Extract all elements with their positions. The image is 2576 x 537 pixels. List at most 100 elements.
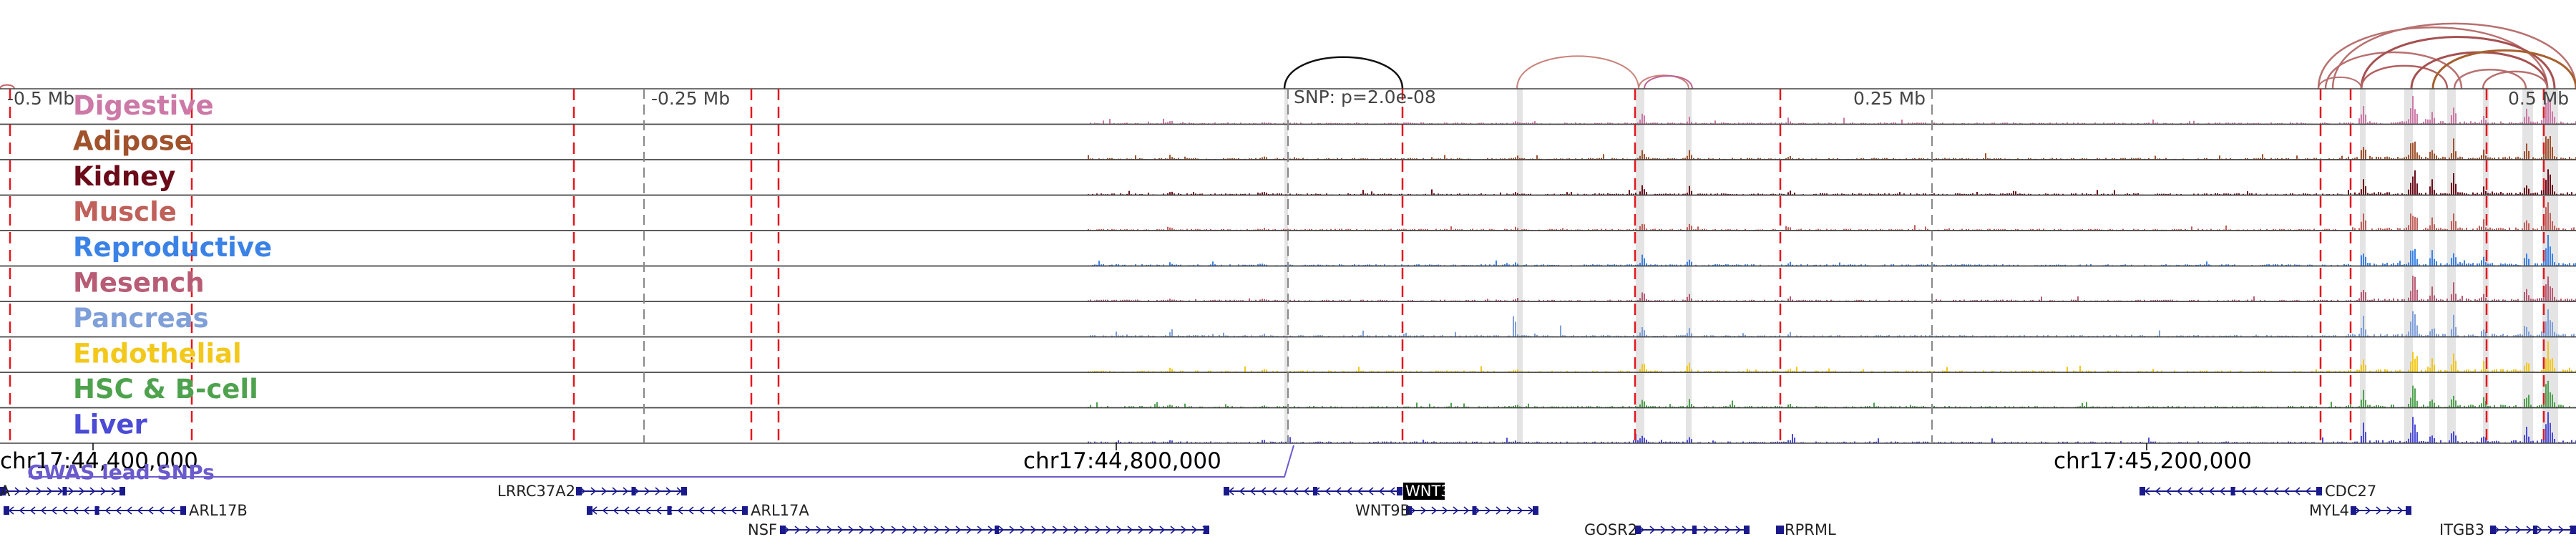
strand-arrow [62, 506, 68, 515]
strand-arrow [1346, 487, 1352, 495]
gwas-lead-snps-track: GWAS lead SNPs [27, 445, 1294, 484]
gene-exon [995, 526, 999, 534]
gene-exon [631, 487, 636, 495]
strand-arrow [590, 487, 597, 495]
strand-arrow [665, 487, 672, 495]
gene-exon [742, 506, 748, 515]
gene-exon [2351, 506, 2356, 515]
gene-nsf: NSF [748, 521, 1209, 537]
track-label-kidney: Kidney [73, 161, 175, 192]
strand-arrow [1303, 487, 1309, 495]
strand-arrow [2219, 487, 2225, 495]
gene-label: WNT9B [1355, 502, 1410, 519]
strand-arrow [1660, 526, 1667, 534]
gene-exon [2570, 526, 2576, 534]
strand-arrow [945, 526, 951, 534]
loop-arc [2360, 36, 2556, 90]
coordinate-label: chr17:44,400,000 [0, 448, 198, 474]
strand-arrow [1485, 506, 1491, 515]
loop-arc [2324, 51, 2463, 90]
strand-arrow [634, 506, 640, 515]
chromatin-loop-arcs [0, 22, 2576, 90]
gene-exon [119, 487, 125, 495]
strand-arrow [2240, 487, 2247, 495]
track-labels: Digestive Adipose Kidney Muscle Reproductive… [73, 90, 272, 440]
gene-label: MYL4 [2309, 502, 2349, 519]
loop-arc [1283, 56, 1404, 90]
strand-arrow [1138, 526, 1144, 534]
vertical-marker-lines [9, 89, 2545, 443]
strand-arrow [2515, 526, 2522, 534]
strand-arrow [655, 487, 661, 495]
gene-arl17b: ARL17B [4, 502, 248, 519]
loop-arc [2317, 26, 2549, 90]
strand-arrow [2365, 506, 2371, 515]
strand-arrow [2273, 487, 2279, 495]
track-label-muscle: Muscle [73, 197, 177, 228]
strand-arrow [1009, 526, 1015, 534]
strand-arrow [1682, 526, 1688, 534]
strand-arrow [89, 487, 96, 495]
gene-label: ITGB3 [2439, 521, 2484, 537]
track-label-reproductive: Reproductive [73, 232, 272, 263]
gene-arl17a: ARL17A [587, 502, 809, 519]
gene-label-highlight [1403, 483, 1445, 500]
gene-exon [1692, 526, 1697, 534]
strand-arrow [2526, 526, 2532, 534]
strand-arrow [1073, 526, 1080, 534]
strand-arrow [891, 526, 897, 534]
gene-lrrc37a2: LRRC37A2 [497, 483, 687, 500]
strand-arrow [644, 487, 650, 495]
loop-arc [2482, 70, 2549, 90]
strand-arrow [880, 526, 887, 534]
strand-arrow [1106, 526, 1112, 534]
strand-arrow [1052, 526, 1058, 534]
strand-arrow [68, 487, 74, 495]
strand-arrow [966, 526, 972, 534]
strand-arrow [2155, 487, 2161, 495]
strand-arrow [40, 506, 47, 515]
loop-arc [0, 84, 15, 90]
strand-arrow [51, 506, 57, 515]
strand-arrow [623, 487, 629, 495]
strand-arrow [1181, 526, 1187, 534]
track-label-liver: Liver [73, 410, 147, 440]
strand-arrow [19, 506, 25, 515]
gene-label: A [0, 483, 11, 500]
strand-arrow [29, 506, 36, 515]
loop-arc [2318, 77, 2362, 90]
strand-arrow [2376, 506, 2382, 515]
strand-arrow [158, 506, 165, 515]
strand-arrow [2558, 526, 2565, 534]
gene-wnt9b: WNT9B [1355, 502, 1538, 519]
scale-label: -0.5 Mb [7, 88, 74, 109]
strand-arrow [688, 506, 694, 515]
strand-arrow [1249, 487, 1256, 495]
gene-exon [780, 526, 786, 534]
gene-cdc27: CDC27 [2140, 483, 2376, 500]
gene-exon [2230, 487, 2235, 495]
gene-exon [2490, 526, 2496, 534]
strand-arrow [826, 526, 833, 534]
strand-arrow [36, 487, 42, 495]
strand-arrow [1260, 487, 1267, 495]
strand-arrow [1063, 526, 1069, 534]
strand-arrow [100, 487, 107, 495]
gene-label: WNT3 [1405, 483, 1450, 500]
strand-arrow [1357, 487, 1363, 495]
strand-arrow [1159, 526, 1166, 534]
strand-arrow [1020, 526, 1026, 534]
strand-arrow [2251, 487, 2258, 495]
snp-annotation: SNP: p=2.0e-08 [1294, 87, 1436, 107]
gene-exon [1406, 506, 1412, 515]
strand-arrow [837, 526, 844, 534]
strand-arrow [2262, 487, 2268, 495]
strand-arrow [1378, 487, 1385, 495]
strand-arrow [645, 506, 651, 515]
gene-exon [1744, 526, 1750, 534]
strand-arrow [25, 487, 31, 495]
strand-arrow [816, 526, 822, 534]
gene-rprml: RPRML [1776, 521, 1836, 537]
gwas-track-label: GWAS lead SNPs [27, 460, 215, 484]
strand-arrow [859, 526, 865, 534]
